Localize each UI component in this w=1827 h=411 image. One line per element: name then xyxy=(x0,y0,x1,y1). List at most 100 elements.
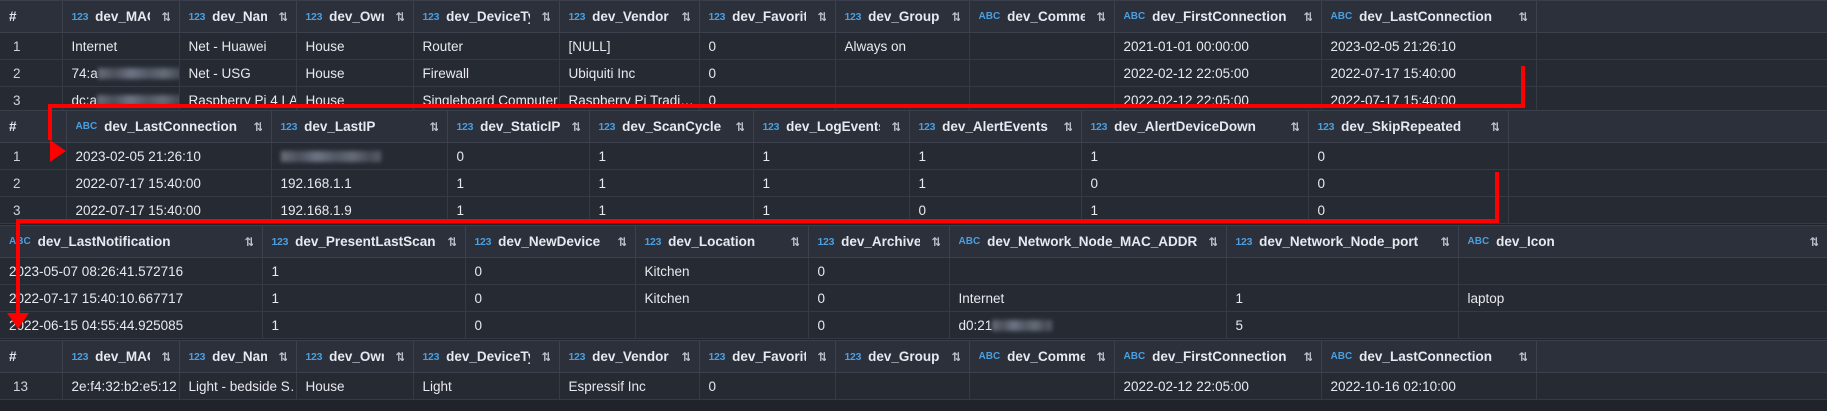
sort-toggle-icon[interactable]: ⇅ xyxy=(571,119,580,134)
sort-toggle-icon[interactable]: ⇅ xyxy=(161,349,170,364)
cell-dev_name[interactable]: Net - Huawei xyxy=(179,32,297,60)
sort-toggle-icon[interactable]: ⇅ xyxy=(395,9,404,24)
cell-dev_owner[interactable]: House xyxy=(296,32,414,60)
column-header-rownum[interactable]: # xyxy=(0,1,63,33)
cell-dev_alertevents[interactable]: 0 xyxy=(909,196,1082,224)
cell-dev_presentlastscan[interactable]: 1 xyxy=(262,311,466,339)
sort-toggle-icon[interactable]: ⇅ xyxy=(541,349,550,364)
cell-dev_vendor[interactable]: [NULL] xyxy=(559,32,700,60)
cell-dev_alertevents[interactable]: 1 xyxy=(909,169,1082,197)
results-panel-3[interactable]: ABC dev_LastNotification ⇅ 123 dev_PresentLa… xyxy=(0,225,1827,339)
cell-dev_network_node_port[interactable]: 5 xyxy=(1226,311,1459,339)
sort-toggle-icon[interactable]: ⇅ xyxy=(1096,349,1105,364)
cell-dev_firstconnection[interactable]: 2022-02-12 22:05:00 xyxy=(1114,59,1322,87)
table-row[interactable]: 2 74:a Net - USG House Firewall Ubiquiti Inc 0… xyxy=(0,59,1827,87)
column-header-dev_alertevents[interactable]: 123 dev_AlertEvents ⇅ xyxy=(909,111,1082,143)
row-number-cell[interactable]: 3 xyxy=(0,86,63,114)
column-header-dev_lastnotification[interactable]: ABC dev_LastNotification ⇅ xyxy=(0,226,263,258)
cell-dev_vendor[interactable]: Ubiquiti Inc xyxy=(559,59,700,87)
sort-toggle-icon[interactable]: ⇅ xyxy=(161,9,170,24)
cell-dev_devicetype[interactable]: Firewall xyxy=(413,59,560,87)
cell-dev_lastnotification[interactable]: 2022-06-15 04:55:44.925085 xyxy=(0,311,263,339)
cell-dev_lastip[interactable]: 192.168.1.1 xyxy=(271,169,448,197)
cell-dev_firstconnection[interactable]: 2022-02-12 22:05:00 xyxy=(1114,86,1322,114)
sort-toggle-icon[interactable]: ⇅ xyxy=(447,234,456,249)
column-header-dev_comments[interactable]: ABC dev_Comments ⇅ xyxy=(969,1,1115,33)
table-row[interactable]: 2 2022-07-17 15:40:00 192.168.1.1 1 1 1 1 0 0 xyxy=(0,169,1827,197)
cell-dev_group[interactable] xyxy=(835,86,970,114)
cell-dev_skiprepeated[interactable]: 0 xyxy=(1308,169,1509,197)
column-header-dev_staticip[interactable]: 123 dev_StaticIP ⇅ xyxy=(447,111,590,143)
column-header-dev_favorite[interactable]: 123 dev_Favorite ⇅ xyxy=(699,1,836,33)
cell-dev_logevents[interactable]: 1 xyxy=(753,169,910,197)
sort-toggle-icon[interactable]: ⇅ xyxy=(541,9,550,24)
cell-dev_mac[interactable]: 2e:f4:32:b2:e5:12 xyxy=(62,372,180,400)
sort-toggle-icon[interactable]: ⇅ xyxy=(1440,234,1449,249)
table-row[interactable]: 1 2023-02-05 21:26:10 0 1 1 1 1 0 xyxy=(0,142,1827,170)
cell-filler[interactable] xyxy=(1508,169,1827,197)
sort-toggle-icon[interactable]: ⇅ xyxy=(1290,119,1299,134)
row-number-cell[interactable]: 1 xyxy=(0,32,63,60)
cell-dev_devicetype[interactable]: Light xyxy=(413,372,560,400)
table-row[interactable]: 1 Internet Net - Huawei House Router [NULL] 0 A… xyxy=(0,32,1827,60)
sort-toggle-icon[interactable]: ⇅ xyxy=(1518,349,1527,364)
cell-dev_logevents[interactable]: 1 xyxy=(753,196,910,224)
sort-toggle-icon[interactable]: ⇅ xyxy=(278,9,287,24)
row-number-cell[interactable]: 2 xyxy=(0,59,63,87)
cell-dev_devicetype[interactable]: Router xyxy=(413,32,560,60)
column-header-dev_devicetype[interactable]: 123 dev_DeviceType ⇅ xyxy=(413,341,560,373)
cell-dev_lastip[interactable]: 192.168.1.9 xyxy=(271,196,448,224)
cell-dev_comments[interactable] xyxy=(969,32,1115,60)
cell-dev_newdevice[interactable]: 0 xyxy=(465,284,636,312)
cell-dev_staticip[interactable]: 1 xyxy=(447,169,590,197)
cell-dev_comments[interactable] xyxy=(969,372,1115,400)
table-row[interactable]: 2022-06-15 04:55:44.925085 1 0 0 d0:21 5 xyxy=(0,311,1827,339)
cell-dev_presentlastscan[interactable]: 1 xyxy=(262,257,466,285)
data-table-4[interactable]: #123dev_MAC⇅123dev_Name⇅123dev_Owner⇅123… xyxy=(0,341,1827,400)
column-header-dev_lastconnection[interactable]: ABC dev_LastConnection ⇅ xyxy=(1321,1,1537,33)
row-number-cell[interactable]: 2 xyxy=(0,169,67,197)
column-header-dev_name[interactable]: 123 dev_Name ⇅ xyxy=(179,341,297,373)
sort-toggle-icon[interactable]: ⇅ xyxy=(1518,9,1527,24)
cell-dev_scancycle[interactable]: 1 xyxy=(589,169,754,197)
cell-dev_presentlastscan[interactable]: 1 xyxy=(262,284,466,312)
cell-dev_owner[interactable]: House xyxy=(296,59,414,87)
column-header-dev_scancycle[interactable]: 123 dev_ScanCycle ⇅ xyxy=(589,111,754,143)
cell-dev_icon[interactable] xyxy=(1458,257,1827,285)
cell-dev_vendor[interactable]: Espressif Inc xyxy=(559,372,700,400)
column-header-dev_newdevice[interactable]: 123 dev_NewDevice ⇅ xyxy=(465,226,636,258)
column-header-dev_group[interactable]: 123 dev_Group ⇅ xyxy=(835,341,970,373)
cell-dev_icon[interactable]: laptop xyxy=(1458,284,1827,312)
column-header-dev_name[interactable]: 123 dev_Name ⇅ xyxy=(179,1,297,33)
sort-toggle-icon[interactable]: ⇅ xyxy=(244,234,253,249)
column-header-dev_location[interactable]: 123 dev_Location ⇅ xyxy=(635,226,809,258)
results-panel-1[interactable]: #123dev_MAC⇅123dev_Name⇅123dev_Owner⇅123… xyxy=(0,0,1827,114)
cell-dev_mac[interactable]: dc:a xyxy=(62,86,180,114)
cell-dev_lastconnection[interactable]: 2022-07-17 15:40:00 xyxy=(66,169,272,197)
data-table-3[interactable]: ABC dev_LastNotification ⇅ 123 dev_PresentLa… xyxy=(0,226,1827,339)
column-header-dev_skiprepeated[interactable]: 123 dev_SkipRepeated ⇅ xyxy=(1308,111,1509,143)
cell-dev_location[interactable] xyxy=(635,311,809,339)
sort-toggle-icon[interactable]: ⇅ xyxy=(278,349,287,364)
cell-dev_lastip[interactable] xyxy=(271,142,448,170)
cell-dev_alertevents[interactable]: 1 xyxy=(909,142,1082,170)
sort-toggle-icon[interactable]: ⇅ xyxy=(1208,234,1217,249)
cell-dev_group[interactable] xyxy=(835,372,970,400)
column-header-dev_presentlastscan[interactable]: 123 dev_PresentLastScan ⇅ xyxy=(262,226,466,258)
cell-dev_alertdevicedown[interactable]: 1 xyxy=(1081,142,1309,170)
cell-dev_lastconnection[interactable]: 2022-10-16 02:10:00 xyxy=(1321,372,1537,400)
data-table-2[interactable]: # ABC dev_LastConnection ⇅ 123 dev_LastIP ⇅ 123… xyxy=(0,111,1827,224)
sort-toggle-icon[interactable]: ⇅ xyxy=(681,9,690,24)
column-header-dev_comments[interactable]: ABC dev_Comments ⇅ xyxy=(969,341,1115,373)
cell-dev_owner[interactable]: House xyxy=(296,86,414,114)
cell-dev_favorite[interactable]: 0 xyxy=(699,86,836,114)
column-header-dev_devicetype[interactable]: 123 dev_DeviceType ⇅ xyxy=(413,1,560,33)
column-header-dev_network_node_mac_addr[interactable]: ABC dev_Network_Node_MAC_ADDR ⇅ xyxy=(949,226,1227,258)
cell-dev_newdevice[interactable]: 0 xyxy=(465,311,636,339)
cell-filler[interactable] xyxy=(1536,86,1827,114)
column-header-dev_group[interactable]: 123 dev_Group ⇅ xyxy=(835,1,970,33)
cell-dev_name[interactable]: Net - USG xyxy=(179,59,297,87)
cell-dev_vendor[interactable]: Raspberry Pi Tradi… xyxy=(559,86,700,114)
column-header-dev_lastconnection[interactable]: ABC dev_LastConnection ⇅ xyxy=(66,111,272,143)
cell-dev_scancycle[interactable]: 1 xyxy=(589,196,754,224)
